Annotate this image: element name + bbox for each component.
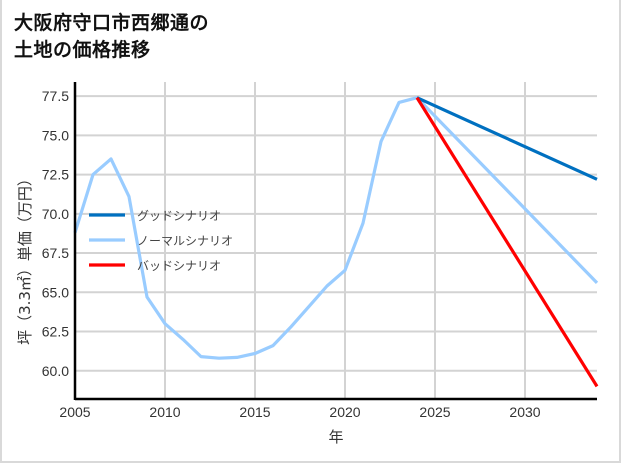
series-line-bad	[415, 96, 599, 388]
chart-title: 大阪府守口市西郷通の 土地の価格推移	[14, 10, 209, 64]
x-axis-ticks: 2005 2010 2015 2020 2025 2030	[59, 404, 540, 420]
y-axis-ticks: 60.0 62.5 65.0 67.5 70.0 72.5 75.0 77.5	[42, 88, 69, 379]
x-tick-label: 2010	[149, 404, 180, 420]
y-tick-label: 60.0	[42, 363, 69, 379]
y-tick-label: 77.5	[42, 88, 69, 104]
x-tick-label: 2015	[239, 404, 270, 420]
y-tick-label: 62.5	[42, 324, 69, 340]
series-line-good	[416, 96, 598, 181]
y-tick-label: 72.5	[42, 167, 69, 183]
x-axis-label: 年	[328, 428, 343, 446]
legend-label-normal: ノーマルシナリオ	[137, 234, 233, 248]
data-series	[73, 96, 599, 388]
y-tick-label: 67.5	[42, 245, 69, 261]
y-axis-label: 坪（3.3㎡）単価（万円）	[16, 171, 34, 345]
y-tick-label: 65.0	[42, 284, 69, 300]
x-tick-label: 2020	[329, 404, 360, 420]
y-tick-label: 70.0	[42, 206, 69, 222]
x-tick-label: 2005	[59, 404, 90, 420]
chart-title-line-2: 土地の価格推移	[14, 39, 151, 61]
x-tick-label: 2025	[419, 404, 450, 420]
grid-lines	[75, 82, 597, 399]
series-line-normal	[73, 96, 599, 360]
x-tick-label: 2030	[509, 404, 540, 420]
legend-label-bad: バッドシナリオ	[137, 259, 221, 273]
chart-title-line-1: 大阪府守口市西郷通の	[14, 12, 210, 34]
y-tick-label: 75.0	[42, 127, 69, 143]
axes	[73, 82, 597, 401]
legend-label-good: グッドシナリオ	[137, 209, 221, 223]
